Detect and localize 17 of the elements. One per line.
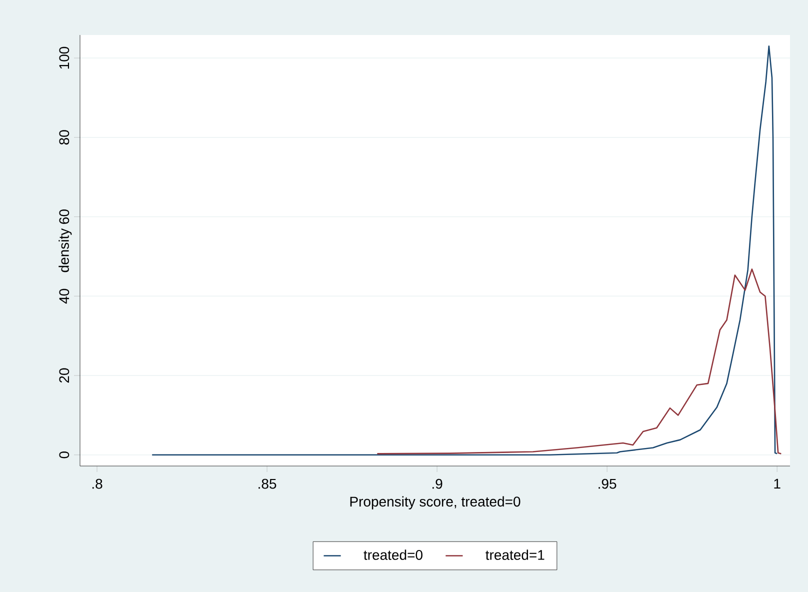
line-series xyxy=(151,45,778,456)
x-tick-label: .9 xyxy=(432,478,442,489)
x-tick-label: 1 xyxy=(774,478,780,488)
y-axis-title: density xyxy=(58,228,72,272)
x-tick-label: .8 xyxy=(92,478,102,489)
line-series xyxy=(376,268,782,454)
y-tick-label: 40 xyxy=(59,288,70,304)
y-tick-label: 0 xyxy=(59,452,70,458)
y-tick-label: 20 xyxy=(59,368,70,383)
x-tick-label: .95 xyxy=(598,478,616,489)
x-axis-title: Propensity score, treated=0 xyxy=(350,496,520,510)
legend-label: treated=0 xyxy=(364,550,422,560)
legend-label: treated=1 xyxy=(486,550,544,560)
x-tick-label: .85 xyxy=(258,478,276,489)
y-tick-label: 100 xyxy=(59,46,70,69)
y-tick-label: 60 xyxy=(59,210,70,224)
y-tick-label: 80 xyxy=(59,130,70,145)
